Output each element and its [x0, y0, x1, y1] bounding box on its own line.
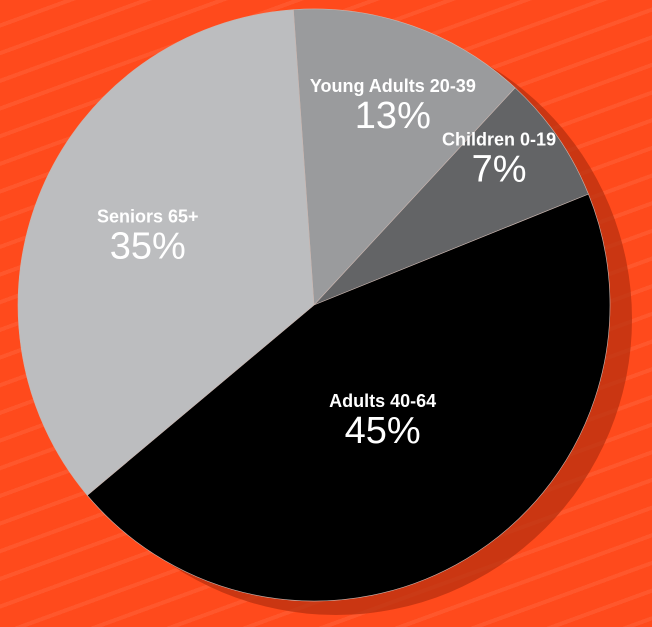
slice-value-seniors-65: 35%	[110, 225, 186, 267]
slice-label-adults-40-64: Adults 40-64	[329, 391, 436, 411]
pie-slice-children-0-19	[313, 87, 589, 306]
slice-value-adults-40-64: 45%	[345, 410, 421, 452]
pie-slices	[17, 8, 611, 602]
slice-label-seniors-65: Seniors 65+	[97, 206, 199, 226]
slice-value-children-0-19: 7%	[472, 148, 527, 190]
pie-slice-seniors-65	[17, 9, 315, 496]
slice-value-young-adults-20-39: 13%	[355, 95, 431, 137]
pie-slice-adults-40-64	[86, 193, 611, 602]
pie-slice-young-adults-20-39	[293, 8, 516, 306]
slice-label-children-0-19: Children 0-19	[442, 129, 556, 149]
slice-label-young-adults-20-39: Young Adults 20-39	[310, 76, 476, 96]
